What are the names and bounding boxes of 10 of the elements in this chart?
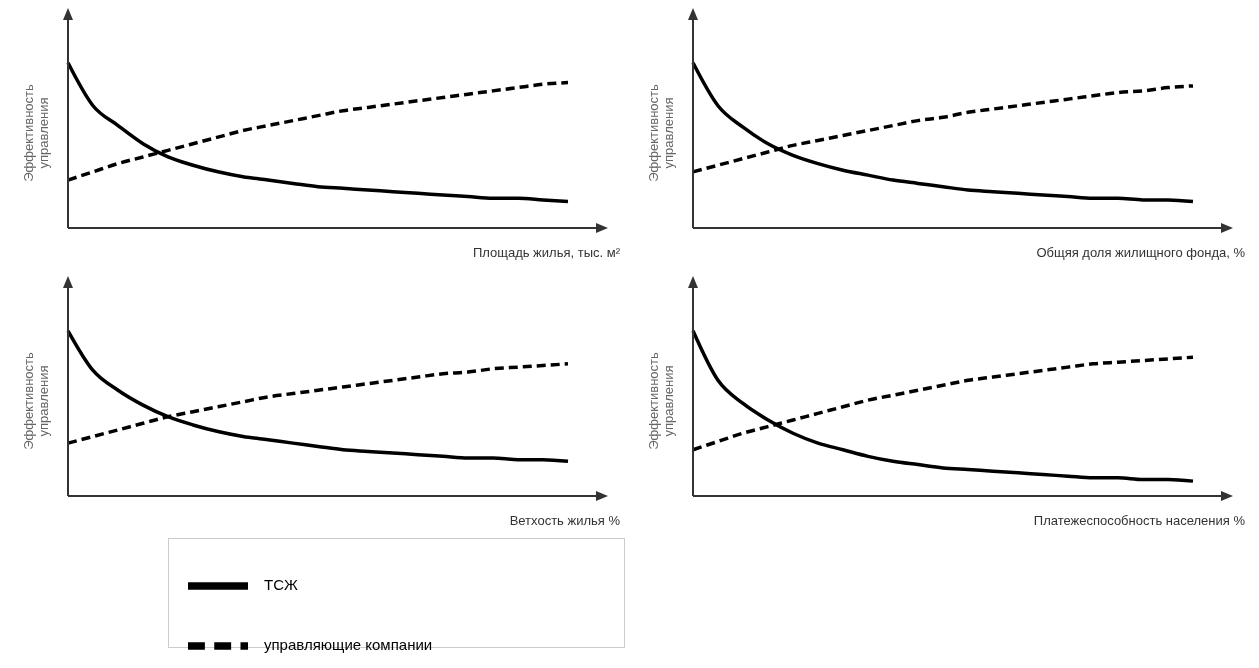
y-axis-title: Эффективность управления	[646, 83, 676, 184]
y-axis-title: Эффективность управления	[21, 83, 51, 184]
x-axis-title: Общяя доля жилищного фонда, %	[1035, 245, 1245, 260]
x-axis-title: Платежеспособность населения %	[1032, 513, 1245, 528]
y-axis-title: Эффективность управления	[646, 351, 676, 452]
y-axis-title: Эффективность управления	[21, 351, 51, 452]
x-axis-title: Площадь жилья, тыс. м²	[471, 245, 620, 260]
x-axis-title: Ветхость жилья %	[508, 513, 620, 528]
legend-label: ТСЖ	[264, 575, 298, 593]
legend-label: управляющие компании	[264, 635, 433, 653]
